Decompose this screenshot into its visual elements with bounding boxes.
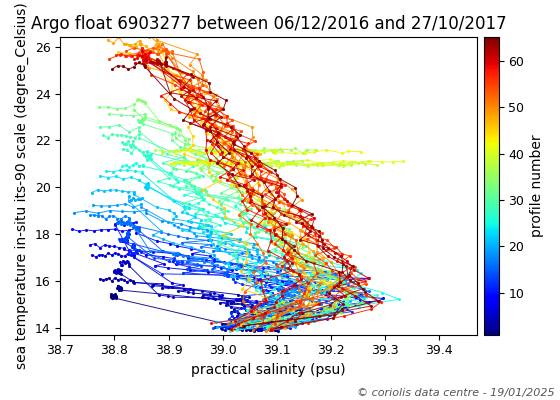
X-axis label: practical salinity (psu): practical salinity (psu): [192, 363, 346, 377]
Y-axis label: sea temperature in-situ its-90 scale (degree_Celsius): sea temperature in-situ its-90 scale (de…: [15, 3, 29, 370]
Y-axis label: profile number: profile number: [530, 135, 544, 237]
Text: © coriolis data centre - 19/01/2025: © coriolis data centre - 19/01/2025: [357, 388, 554, 398]
Title: Argo float 6903277 between 06/12/2016 and 27/10/2017: Argo float 6903277 between 06/12/2016 an…: [31, 15, 507, 33]
